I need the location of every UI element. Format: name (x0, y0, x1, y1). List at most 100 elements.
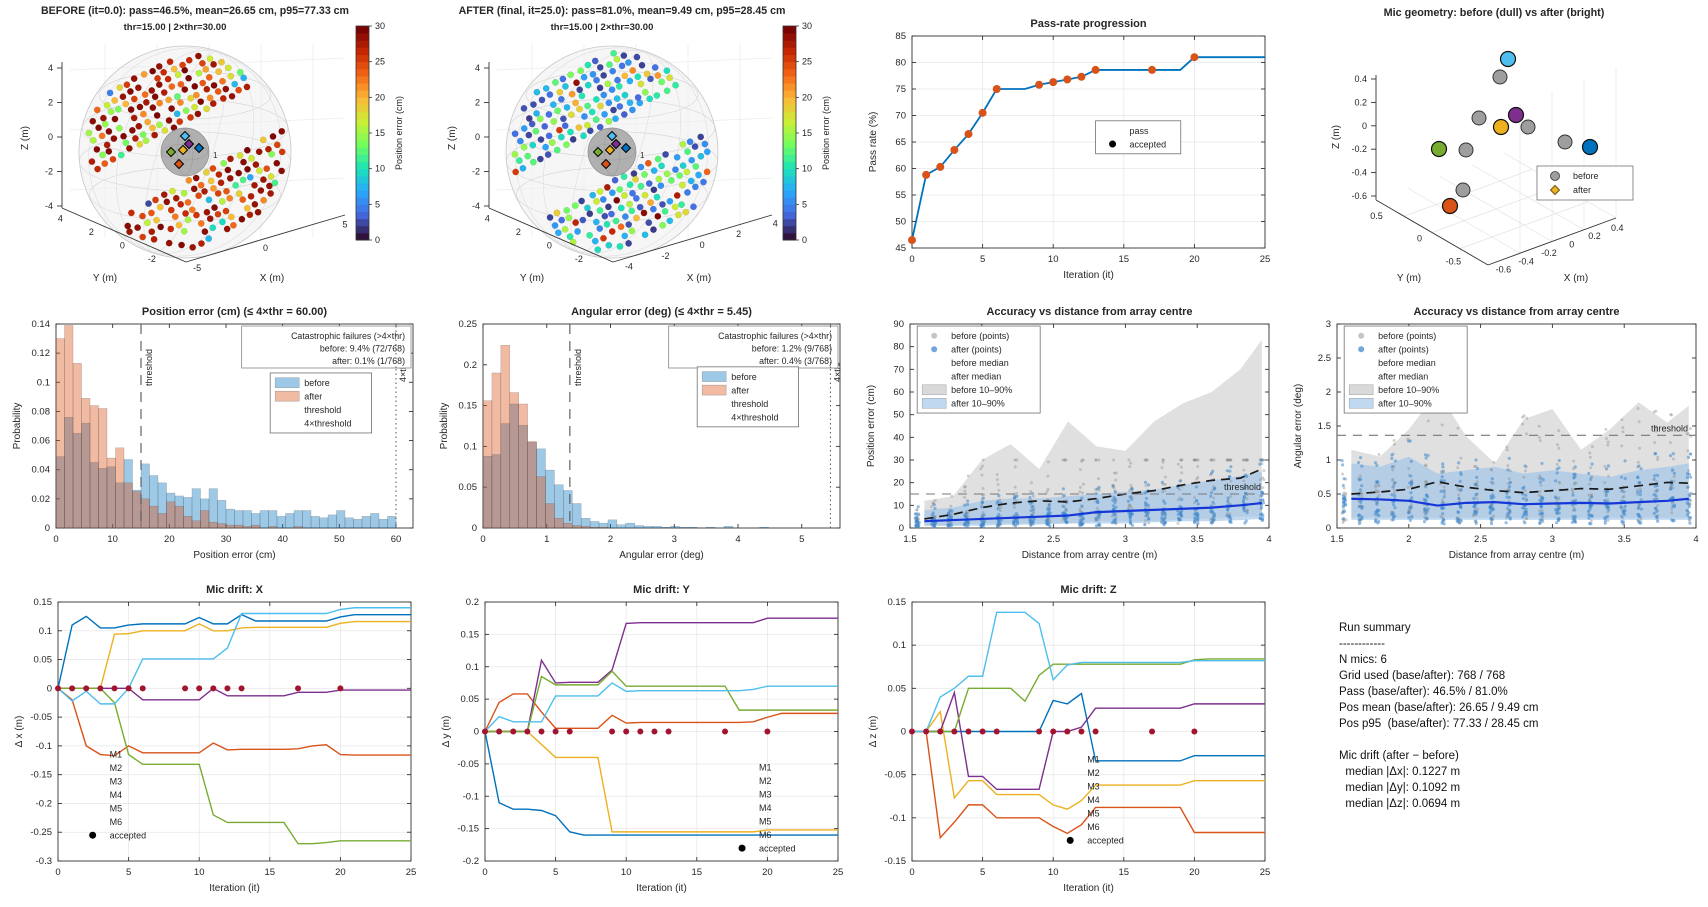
x-axis-label: X (m) (687, 273, 711, 284)
y-tick-label: 0.5 (1318, 489, 1331, 500)
accepted-marker (111, 685, 118, 692)
panel-pos-vs-distance: 1.5 2 2.5 3 3.5 4 0 10 20 30 40 50 60 70 80 90 Accuracy … (854, 294, 1281, 572)
accepted-marker (1190, 53, 1199, 62)
legend-label: after median (951, 371, 1001, 381)
legend: before after (1536, 165, 1634, 201)
accepted-marker (964, 130, 973, 139)
accepted-marker (1049, 78, 1058, 87)
legend: pass accepted (1095, 120, 1182, 155)
y-tick-label: 3 (1326, 319, 1331, 330)
mic-marker (183, 138, 195, 150)
y-tick-label: 0.1 (893, 640, 906, 651)
legend-label: before 10–90% (1378, 385, 1439, 395)
x-axis-label: X (m) (260, 273, 284, 284)
x-tick-label: 2 (736, 229, 741, 239)
accepted-marker (510, 728, 517, 735)
legend-label: after (304, 391, 322, 401)
series-M2 (57, 687, 411, 757)
legend-label: accepted (110, 830, 147, 840)
run-summary-line: Pos p95 (base/after): 77.33 / 28.45 cm (1339, 718, 1539, 730)
x-tick-label: 4 (773, 218, 778, 228)
x-tick-label: -5 (193, 263, 201, 273)
x-tick-label: 10 (1048, 867, 1059, 878)
x-tick-label: 10 (621, 867, 632, 878)
accepted-marker (951, 728, 958, 735)
y-axis-label: Position error (cm) (866, 385, 877, 467)
accepted-marker (936, 162, 945, 171)
y-tick-label: 85 (895, 31, 906, 42)
legend-label: M3 (110, 776, 123, 786)
colorbar: 0 5 10 15 20 25 30 Position error (cm) (355, 21, 404, 245)
mic-label: 1 (213, 151, 218, 160)
y-tick-label: 20 (893, 478, 904, 489)
x-axis-label: Angular error (deg) (619, 550, 703, 561)
x-tick-label: 15 (692, 867, 703, 878)
x-axis-label: Iteration (it) (1063, 270, 1114, 281)
accepted-marker (566, 728, 573, 735)
accepted-marker (69, 685, 76, 692)
run-summary-line: Run summary (1339, 622, 1411, 634)
accepted-marker (337, 685, 344, 692)
after-mic (1441, 197, 1459, 215)
legend-label: before (731, 372, 757, 382)
x-tick-label: 0 (1569, 240, 1574, 250)
legend-label: M6 (110, 817, 123, 827)
accepted-marker (1077, 72, 1086, 81)
panel-pass-rate: 0 5 10 15 20 25 45 50 55 60 65 70 75 80 85 Pass-rate pr… (854, 0, 1281, 294)
y-tick-label: 0.06 (32, 436, 51, 447)
x-tick-label: 5 (126, 867, 131, 878)
y-tick-label: 0 (474, 727, 479, 738)
z-axis-label: Z (m) (20, 126, 31, 150)
chart-subtitle: thr=15.00 | 2×thr=30.00 (124, 22, 227, 33)
accepted-marker (1035, 80, 1044, 89)
accepted-marker (978, 108, 987, 117)
after-mic (1430, 140, 1448, 158)
x-tick-label: 25 (833, 867, 844, 878)
chart-title: Mic drift: X (206, 584, 263, 596)
y-tick-label: 0.08 (32, 406, 51, 417)
drifty-chart: 0 5 10 15 20 25 -0.2 -0.15 -0.1 -0.05 0 0.05 0.1 0.15… (441, 584, 844, 894)
x-tick-label: 5 (980, 254, 985, 265)
legend-label: before 10–90% (951, 385, 1012, 395)
accepted-marker (538, 728, 545, 735)
x-tick-label: 25 (406, 867, 417, 878)
accepted-marker (1063, 75, 1072, 84)
x-tick-label: 2 (608, 534, 613, 545)
y-axis-label: Δ x (m) (14, 716, 25, 748)
anghist-chart: 0 1 2 3 4 5 0 0.05 0.1 0.15 0.2 0.25 Angular error (… (439, 306, 842, 561)
legend-label: after median (1378, 371, 1428, 381)
y-tick-label: 50 (893, 410, 904, 421)
legend-label: before median (1378, 358, 1436, 368)
run-summary-line: median |Δx|: 0.1227 m (1339, 766, 1461, 778)
y-tick-label: 0.1 (464, 441, 477, 452)
panel-run-summary: Run summary ------------ N mics: 6 Grid use… (1281, 572, 1708, 907)
y-tick-label: 70 (893, 364, 904, 375)
x-tick-label: 2 (1406, 534, 1411, 545)
plot-box (909, 323, 1270, 529)
y-axis-label: Angular error (deg) (1293, 384, 1304, 468)
annotation-line: before: 1.2% (9/768) (752, 344, 832, 354)
x-tick-label: 1 (544, 534, 549, 545)
series-M5 (58, 687, 411, 845)
series-M4 (912, 689, 1265, 791)
panel-after-3d: AFTER (final, it=25.0): pass=81.0%, mean… (427, 0, 854, 294)
y-tick-label: 0.05 (461, 694, 480, 705)
z-tick-label: -0.4 (1351, 168, 1367, 178)
after-mic (1492, 118, 1510, 136)
y-tick-label: 4 (485, 213, 490, 223)
accepted-marker (1092, 728, 1099, 735)
legend-label: M3 (1087, 782, 1100, 792)
threshold4-label: 4×thr (832, 361, 842, 382)
micgeo-chart: Mic geometry: before (dull) vs after (br… (1331, 7, 1634, 284)
legend: M1 M2 M3 M4 M5 M6 accepted (738, 762, 796, 853)
y-tick-label: 0.5 (1370, 211, 1383, 221)
before-mic (1471, 110, 1487, 126)
before-mic (1520, 119, 1536, 135)
z-tick-label: 4 (48, 63, 53, 73)
plot-box (55, 323, 414, 529)
y-tick-label: 55 (895, 190, 906, 201)
colorbar-tick-label: 10 (802, 164, 812, 174)
colorbar-tick-label: 20 (802, 92, 812, 102)
accepted-marker (764, 728, 771, 735)
x-tick-label: 4 (1266, 534, 1271, 545)
